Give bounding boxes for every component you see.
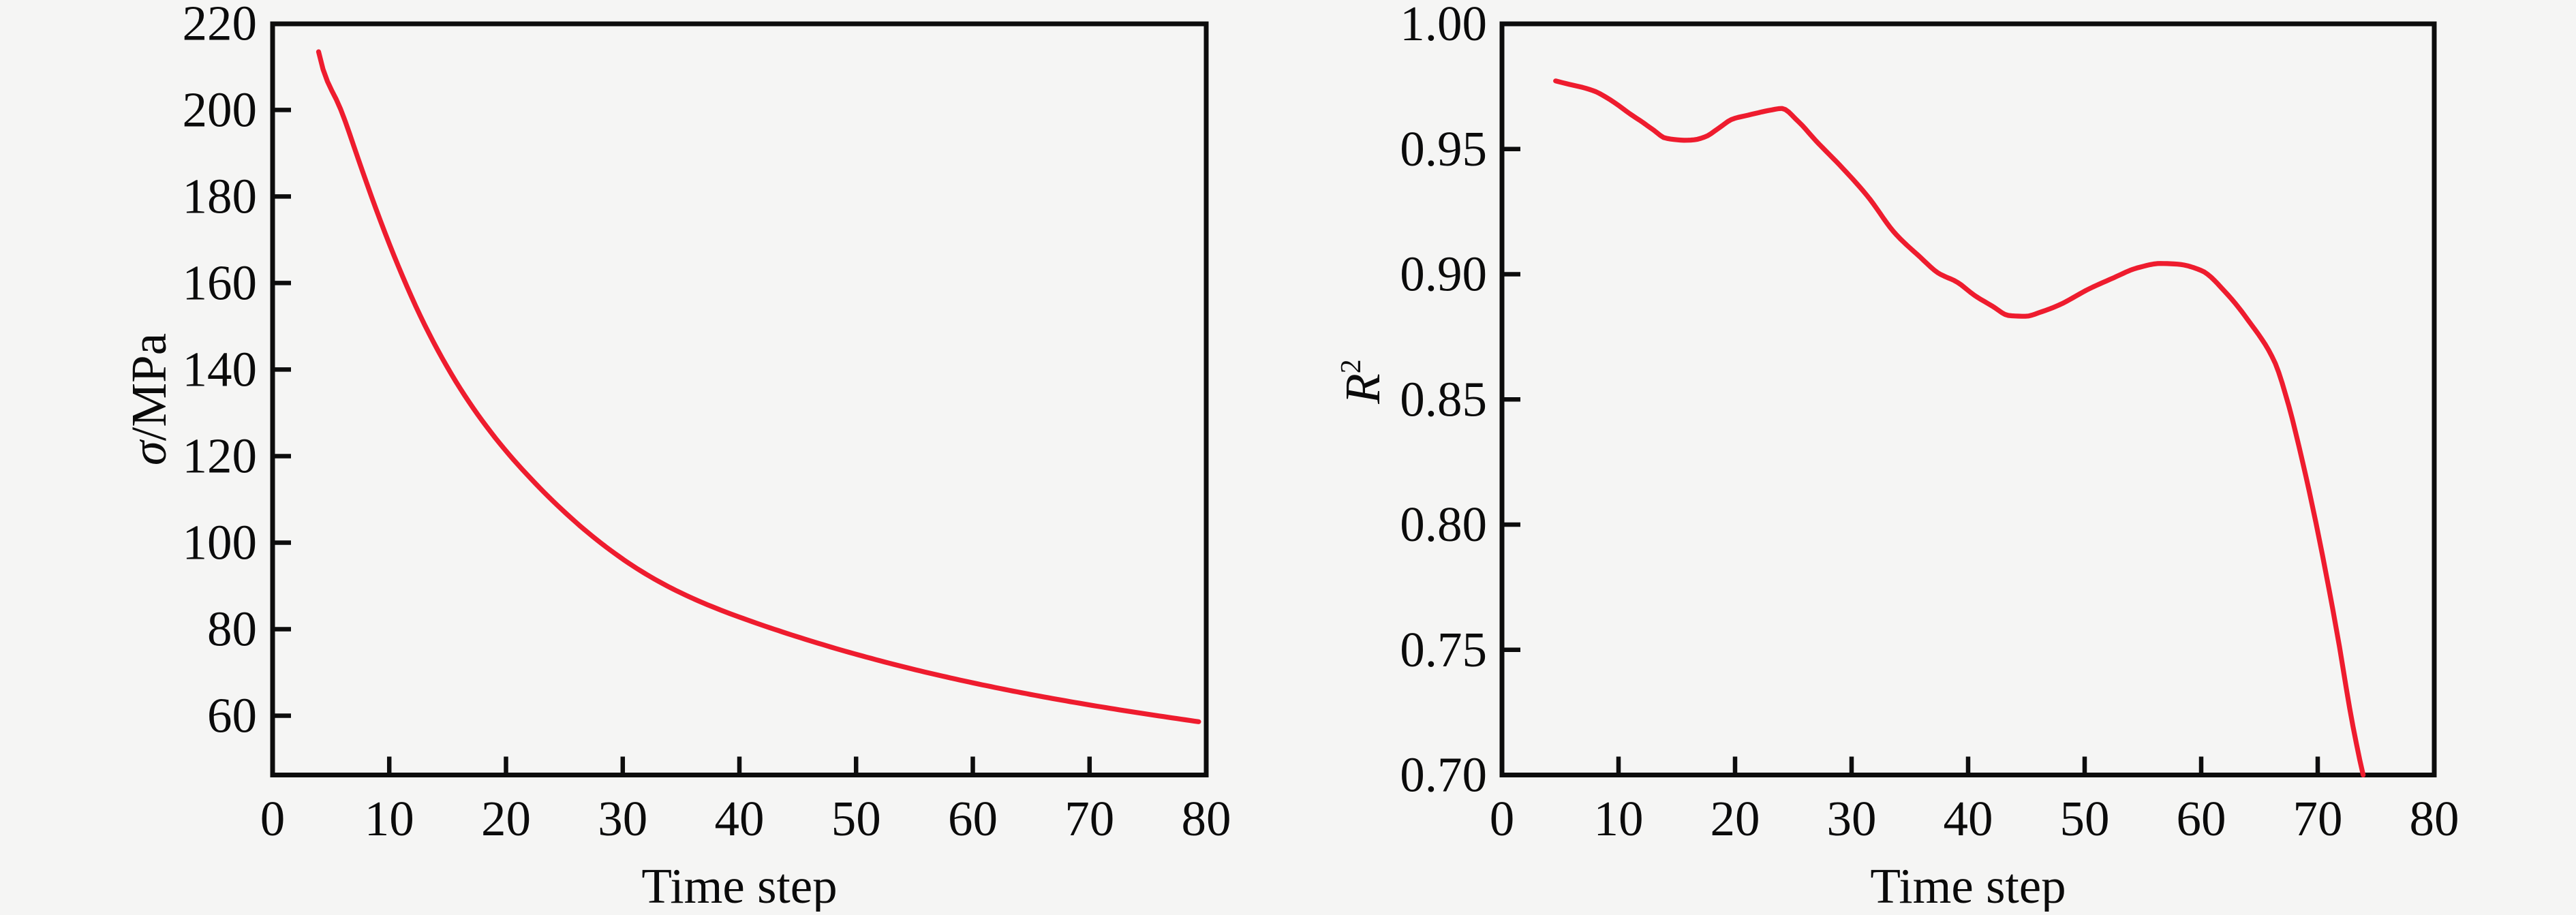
svg-text:30: 30 bbox=[598, 791, 647, 846]
svg-text:0.85: 0.85 bbox=[1400, 371, 1487, 427]
svg-text:140: 140 bbox=[183, 341, 258, 397]
svg-text:0: 0 bbox=[260, 791, 286, 846]
svg-text:40: 40 bbox=[1944, 791, 1993, 846]
svg-text:120: 120 bbox=[183, 429, 258, 484]
svg-text:100: 100 bbox=[183, 515, 258, 570]
svg-text:σ/MPa: σ/MPa bbox=[121, 333, 177, 465]
svg-text:60: 60 bbox=[948, 791, 998, 846]
svg-text:0.90: 0.90 bbox=[1400, 247, 1487, 302]
svg-text:1.00: 1.00 bbox=[1400, 0, 1487, 51]
svg-text:20: 20 bbox=[1711, 791, 1760, 846]
svg-text:220: 220 bbox=[183, 0, 258, 50]
svg-text:70: 70 bbox=[1064, 791, 1114, 846]
svg-text:60: 60 bbox=[207, 688, 257, 743]
svg-text:0.95: 0.95 bbox=[1400, 121, 1487, 176]
svg-text:0.75: 0.75 bbox=[1400, 622, 1487, 677]
svg-text:0: 0 bbox=[1490, 791, 1515, 846]
svg-text:50: 50 bbox=[2060, 791, 2110, 846]
svg-text:10: 10 bbox=[1594, 791, 1644, 846]
svg-text:20: 20 bbox=[481, 791, 531, 846]
svg-text:0.80: 0.80 bbox=[1400, 497, 1487, 552]
svg-text:180: 180 bbox=[183, 168, 258, 223]
svg-text:40: 40 bbox=[715, 791, 765, 846]
svg-text:200: 200 bbox=[183, 82, 258, 137]
svg-text:30: 30 bbox=[1827, 791, 1877, 846]
svg-text:Time step: Time step bbox=[1870, 858, 2066, 912]
svg-text:Time step: Time step bbox=[641, 858, 837, 912]
svg-text:60: 60 bbox=[2177, 791, 2226, 846]
svg-text:R2: R2 bbox=[1335, 359, 1390, 405]
svg-text:80: 80 bbox=[1182, 791, 1231, 846]
svg-text:70: 70 bbox=[2293, 791, 2343, 846]
svg-text:160: 160 bbox=[183, 255, 258, 310]
svg-text:80: 80 bbox=[2410, 791, 2459, 846]
svg-text:0.70: 0.70 bbox=[1400, 747, 1487, 803]
svg-text:80: 80 bbox=[207, 602, 257, 657]
svg-text:10: 10 bbox=[365, 791, 414, 846]
svg-text:50: 50 bbox=[831, 791, 881, 846]
